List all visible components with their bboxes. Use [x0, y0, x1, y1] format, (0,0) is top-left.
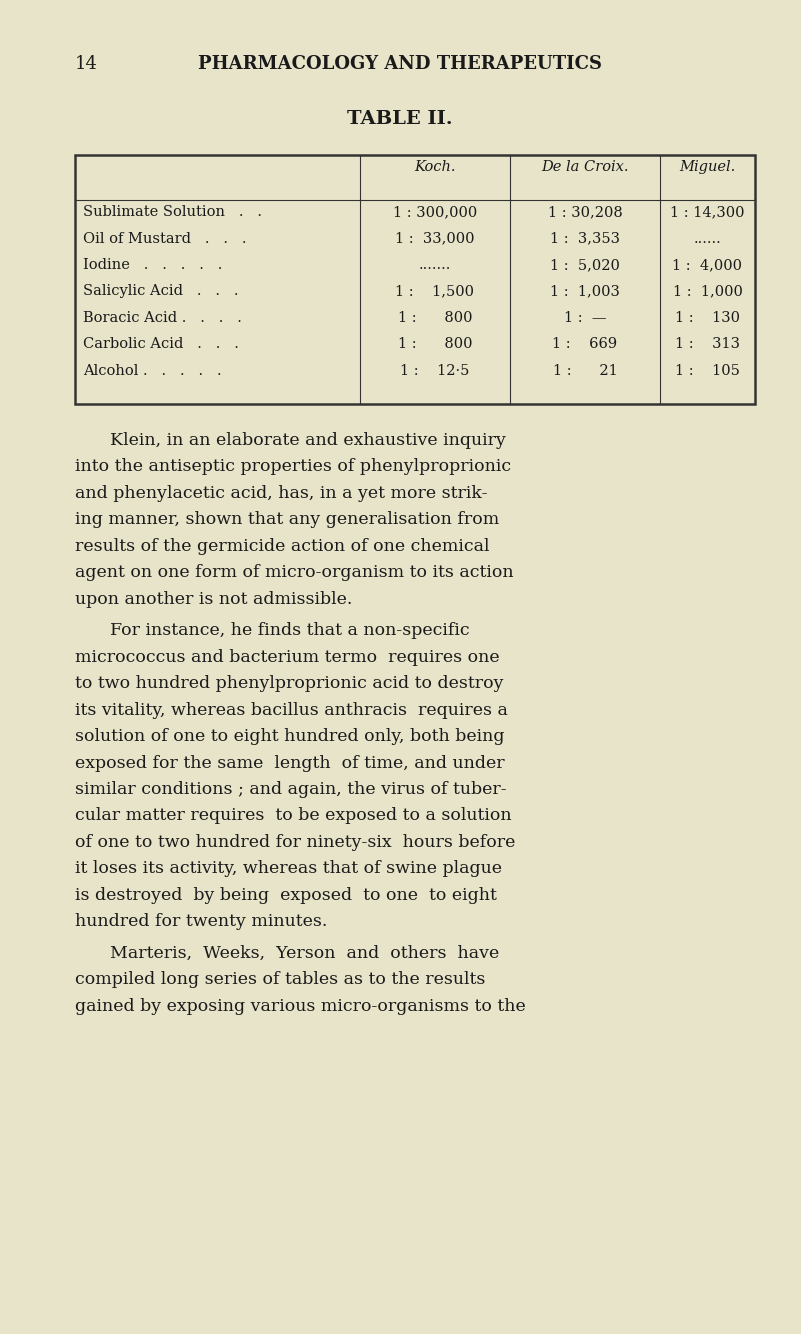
Text: 1 : 14,300: 1 : 14,300 [670, 205, 745, 219]
Text: Marteris,  Weeks,  Yerson  and  others  have: Marteris, Weeks, Yerson and others have [110, 944, 499, 962]
Text: 1 :    12·5: 1 : 12·5 [400, 364, 469, 378]
Text: 1 :  1,003: 1 : 1,003 [550, 284, 620, 299]
Text: Miguel.: Miguel. [679, 160, 735, 173]
Text: 1 :    1,500: 1 : 1,500 [396, 284, 474, 299]
Text: Carbolic Acid   .   .   .: Carbolic Acid . . . [83, 338, 239, 351]
Text: Salicylic Acid   .   .   .: Salicylic Acid . . . [83, 284, 239, 299]
Text: 1 :  33,000: 1 : 33,000 [395, 232, 475, 245]
Text: Sublimate Solution   .   .: Sublimate Solution . . [83, 205, 262, 219]
Text: ing manner, shown that any generalisation from: ing manner, shown that any generalisatio… [75, 511, 499, 528]
Text: 14: 14 [75, 55, 98, 73]
Text: De la Croix.: De la Croix. [541, 160, 629, 173]
Text: 1 :  1,000: 1 : 1,000 [673, 284, 743, 299]
Text: cular matter requires  to be exposed to a solution: cular matter requires to be exposed to a… [75, 807, 512, 824]
Text: is destroyed  by being  exposed  to one  to eight: is destroyed by being exposed to one to … [75, 887, 497, 904]
Text: Koch.: Koch. [414, 160, 456, 173]
Text: its vitality, whereas bacillus anthracis  requires a: its vitality, whereas bacillus anthracis… [75, 702, 508, 719]
Text: Boracic Acid .   .   .   .: Boracic Acid . . . . [83, 311, 242, 325]
Text: 1 :  —: 1 : — [564, 311, 606, 325]
Text: .......: ....... [419, 257, 451, 272]
Text: 1 :      21: 1 : 21 [553, 364, 618, 378]
Text: PHARMACOLOGY AND THERAPEUTICS: PHARMACOLOGY AND THERAPEUTICS [198, 55, 602, 73]
Text: Oil of Mustard   .   .   .: Oil of Mustard . . . [83, 232, 247, 245]
Text: exposed for the same  length  of time, and under: exposed for the same length of time, and… [75, 755, 505, 771]
Text: micrococcus and bacterium termo  requires one: micrococcus and bacterium termo requires… [75, 648, 500, 666]
Text: to two hundred phenylproprionic acid to destroy: to two hundred phenylproprionic acid to … [75, 675, 504, 692]
Text: upon another is not admissible.: upon another is not admissible. [75, 591, 352, 607]
Text: hundred for twenty minutes.: hundred for twenty minutes. [75, 914, 328, 931]
Text: Iodine   .   .   .   .   .: Iodine . . . . . [83, 257, 223, 272]
Text: it loses its activity, whereas that of swine plague: it loses its activity, whereas that of s… [75, 860, 502, 878]
Text: 1 : 300,000: 1 : 300,000 [392, 205, 477, 219]
Text: 1 :    130: 1 : 130 [675, 311, 740, 325]
Text: For instance, he finds that a non-specific: For instance, he finds that a non-specif… [110, 622, 469, 639]
Text: Alcohol .   .   .   .   .: Alcohol . . . . . [83, 364, 222, 378]
Text: 1 :      800: 1 : 800 [398, 311, 473, 325]
Text: of one to two hundred for ninety-six  hours before: of one to two hundred for ninety-six hou… [75, 834, 515, 851]
Text: results of the germicide action of one chemical: results of the germicide action of one c… [75, 538, 489, 555]
Text: agent on one form of micro-organism to its action: agent on one form of micro-organism to i… [75, 564, 513, 582]
Text: 1 :  3,353: 1 : 3,353 [550, 232, 620, 245]
Text: 1 : 30,208: 1 : 30,208 [548, 205, 622, 219]
Bar [75, 155, 755, 403]
Text: similar conditions ; and again, the virus of tuber-: similar conditions ; and again, the viru… [75, 780, 506, 798]
Text: and phenylacetic acid, has, in a yet more strik-: and phenylacetic acid, has, in a yet mor… [75, 484, 488, 502]
Text: Klein, in an elaborate and exhaustive inquiry: Klein, in an elaborate and exhaustive in… [110, 431, 506, 448]
Text: 1 :    669: 1 : 669 [553, 338, 618, 351]
Text: 1 :    313: 1 : 313 [675, 338, 740, 351]
Text: 1 :  5,020: 1 : 5,020 [550, 257, 620, 272]
Text: 1 :    105: 1 : 105 [675, 364, 740, 378]
Text: 1 :  4,000: 1 : 4,000 [673, 257, 743, 272]
Text: into the antiseptic properties of phenylproprionic: into the antiseptic properties of phenyl… [75, 458, 511, 475]
Text: TABLE II.: TABLE II. [347, 109, 453, 128]
Text: ......: ...... [694, 232, 722, 245]
Text: solution of one to eight hundred only, both being: solution of one to eight hundred only, b… [75, 728, 505, 744]
Text: gained by exposing various micro-organisms to the: gained by exposing various micro-organis… [75, 998, 525, 1015]
Text: 1 :      800: 1 : 800 [398, 338, 473, 351]
Text: compiled long series of tables as to the results: compiled long series of tables as to the… [75, 971, 485, 988]
